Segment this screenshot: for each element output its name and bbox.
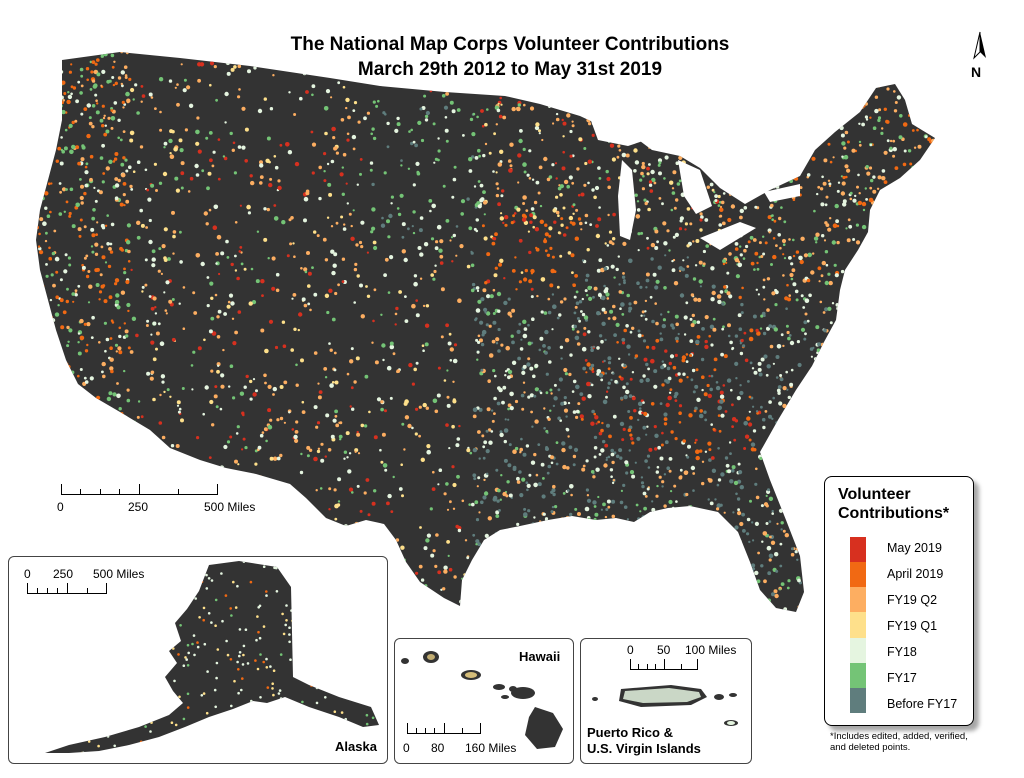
legend-swatch-1 bbox=[850, 562, 866, 588]
legend-item-may-2019: May 2019 bbox=[887, 541, 942, 555]
lake-erie bbox=[700, 222, 756, 250]
puerto-rico-label-line-2: U.S. Virgin Islands bbox=[587, 741, 701, 756]
pr-scale-tick-100: 100 Miles bbox=[685, 643, 737, 657]
pr-scale-tick-50: 50 bbox=[657, 643, 671, 657]
title-line-2: March 29th 2012 to May 31st 2019 bbox=[357, 59, 663, 80]
lake-ontario bbox=[764, 184, 800, 202]
legend-item-fy19-q1: FY19 Q1 bbox=[887, 619, 938, 633]
hawaii-scale-bar: 0 80 160 Miles bbox=[403, 723, 553, 759]
alaska-scale-bar: 0 250 500 Miles bbox=[23, 567, 183, 607]
hawaii-scale-tick-80: 80 bbox=[431, 741, 445, 755]
pr-scale-tick-0: 0 bbox=[627, 643, 634, 657]
footnote-line-1: *Includes edited, added, verified, bbox=[830, 731, 968, 742]
puerto-rico-label-line-1: Puerto Rico & bbox=[587, 725, 673, 740]
legend-item-fy18: FY18 bbox=[887, 645, 917, 659]
lake-huron bbox=[678, 160, 712, 214]
title-line-1: The National Map Corps Volunteer Contrib… bbox=[290, 34, 730, 55]
legend-swatch-3 bbox=[850, 612, 866, 638]
legend-title: Volunteer Contributions* bbox=[838, 485, 949, 523]
legend-swatch-0 bbox=[850, 537, 866, 563]
legend-swatch-4 bbox=[850, 637, 866, 663]
legend-swatch-6 bbox=[850, 687, 866, 713]
puerto-rico-map bbox=[592, 685, 738, 726]
alaska-inset[interactable]: 0 250 500 Miles Alaska bbox=[8, 556, 388, 764]
scale-tick-500: 500 Miles bbox=[204, 500, 256, 514]
hawaii-inset[interactable]: Hawaii 0 80 160 Miles bbox=[394, 638, 574, 764]
legend-item-april-2019: April 2019 bbox=[887, 567, 944, 581]
alaska-map bbox=[45, 561, 379, 753]
scale-tick-0: 0 bbox=[57, 500, 64, 514]
hawaii-label: Hawaii bbox=[519, 649, 561, 664]
puerto-rico-inset[interactable]: 0 50 100 Miles Puerto Rico & U.S. Virgin… bbox=[580, 638, 752, 764]
legend-item-before-fy17: Before FY17 bbox=[887, 697, 958, 711]
hawaii-scale-tick-0: 0 bbox=[403, 741, 410, 755]
legend: Volunteer Contributions* May 2019 April … bbox=[824, 476, 974, 726]
legend-color-ramp bbox=[850, 537, 866, 713]
legend-item-fy19-q2: FY19 Q2 bbox=[887, 593, 938, 607]
alaska-scale-tick-500: 500 Miles bbox=[93, 567, 145, 581]
alaska-label: Alaska bbox=[335, 739, 377, 754]
puerto-rico-scale-bar: 0 50 100 Miles bbox=[625, 643, 749, 679]
map-title: The National Map Corps Volunteer Contrib… bbox=[230, 32, 790, 82]
alaska-scale-tick-250: 250 bbox=[53, 567, 74, 581]
alaska-scale-tick-0: 0 bbox=[24, 567, 31, 581]
north-arrow-icon bbox=[973, 31, 986, 60]
footnote-line-2: and deleted points. bbox=[830, 742, 911, 753]
hawaii-scale-tick-160: 160 Miles bbox=[465, 741, 517, 755]
legend-swatch-5 bbox=[850, 662, 866, 688]
puerto-rico-label: Puerto Rico & U.S. Virgin Islands bbox=[587, 725, 701, 757]
lake-superior bbox=[590, 118, 652, 146]
legend-title-line-2: Contributions* bbox=[838, 505, 950, 522]
legend-title-line-1: Volunteer bbox=[838, 486, 911, 503]
hawaii-map bbox=[401, 651, 563, 749]
legend-item-fy17: FY17 bbox=[887, 671, 917, 685]
lake-michigan bbox=[618, 160, 636, 240]
scale-tick-250: 250 bbox=[128, 500, 149, 514]
legend-swatch-2 bbox=[850, 587, 866, 613]
north-label: N bbox=[971, 64, 982, 80]
footnote: *Includes edited, added, verified, and d… bbox=[830, 731, 1000, 753]
main-scale-bar: 0 250 500 Miles bbox=[56, 484, 256, 524]
